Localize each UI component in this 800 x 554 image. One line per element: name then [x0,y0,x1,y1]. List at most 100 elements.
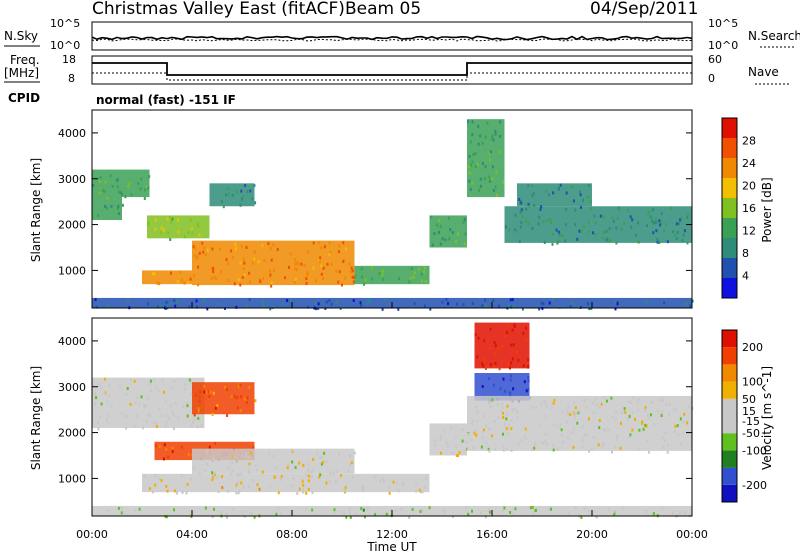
data-cell [366,507,369,511]
data-cell [261,470,264,474]
data-cell [449,228,452,231]
data-cell [473,431,476,435]
data-cell [511,298,514,302]
data-cell [385,512,388,516]
data-cell [580,205,582,209]
data-cell [204,468,207,472]
data-cell [103,189,106,193]
data-cell [325,300,328,304]
data-cell [456,232,459,236]
data-cell [650,413,652,417]
data-cell [658,240,661,244]
data-cell [302,483,305,487]
data-cell [194,246,197,250]
data-cell [617,206,620,210]
data-cell [620,421,622,425]
data-cell [587,230,590,234]
data-cell [349,455,352,459]
data-cell [675,237,678,241]
data-cell [503,334,506,338]
data-cell [337,250,340,254]
data-cell [553,398,556,402]
data-cell [663,229,666,233]
data-cell [117,204,120,208]
data-cell [208,394,211,398]
data-cell [604,428,607,432]
data-cell [534,406,537,410]
data-cell [433,439,436,443]
data-cell [691,299,694,303]
data-cell [461,439,464,443]
data-cell [424,279,427,283]
data-cell [517,410,519,414]
data-cell [279,477,282,481]
data-cell [253,257,256,261]
data-cell [664,439,666,443]
data-cell [478,188,481,192]
colorbar-tick-label: 8 [742,247,749,260]
noise-right-tick-top: 10^5 [708,17,738,30]
data-cell [474,152,477,156]
data-cell [383,297,386,301]
data-cell [505,417,508,421]
data-region [467,395,692,451]
data-cell [613,512,616,516]
data-cell [128,182,131,185]
data-cell [510,361,513,365]
colorbar-swatch [722,398,737,416]
data-cell [187,281,190,285]
data-cell [443,429,446,433]
data-cell [231,507,234,511]
data-cell [193,254,196,258]
data-cell [359,301,362,305]
data-cell [396,482,399,485]
data-cell [248,298,251,302]
data-cell [351,475,354,479]
data-cell [233,455,236,459]
noise-right-tick-bottom: 10^0 [708,39,738,52]
data-cell [291,509,294,513]
data-cell [483,339,486,343]
x-tick-label: 00:00 [676,528,708,541]
data-cell [506,413,509,416]
data-cell [447,302,449,306]
data-cell [589,200,592,204]
data-cell [97,421,100,425]
data-cell [509,366,511,370]
data-cell [305,491,308,495]
data-cell [491,398,494,402]
data-cell [110,204,113,208]
data-cell [516,229,518,233]
data-cell [126,299,129,303]
data-cell [258,487,261,491]
colorbar-tick-label: 15 [742,405,756,418]
data-cell [685,302,688,306]
data-cell [594,397,597,401]
data-cell [148,487,151,491]
data-cell [588,417,590,421]
data-cell [674,424,677,428]
data-cell [476,162,479,166]
colorbar-swatch [722,450,737,468]
data-cell [110,404,113,408]
data-cell [573,401,576,404]
power-y-axis-label: Slant Range [km] [29,158,43,262]
data-cell [484,298,487,302]
data-cell [494,447,497,451]
data-cell [129,378,132,381]
station-title: Christmas Valley East (fitACF) [92,0,345,19]
data-cell [195,299,198,303]
data-cell [176,300,179,304]
data-cell [534,443,537,447]
data-cell [147,395,149,399]
data-cell [216,476,219,479]
data-cell [100,188,103,192]
data-cell [506,330,509,334]
data-cell [235,491,238,495]
data-cell [157,389,160,393]
data-cell [193,274,196,278]
data-cell [463,242,466,246]
data-cell [107,509,110,513]
data-cell [262,304,265,308]
data-cell [272,454,275,458]
